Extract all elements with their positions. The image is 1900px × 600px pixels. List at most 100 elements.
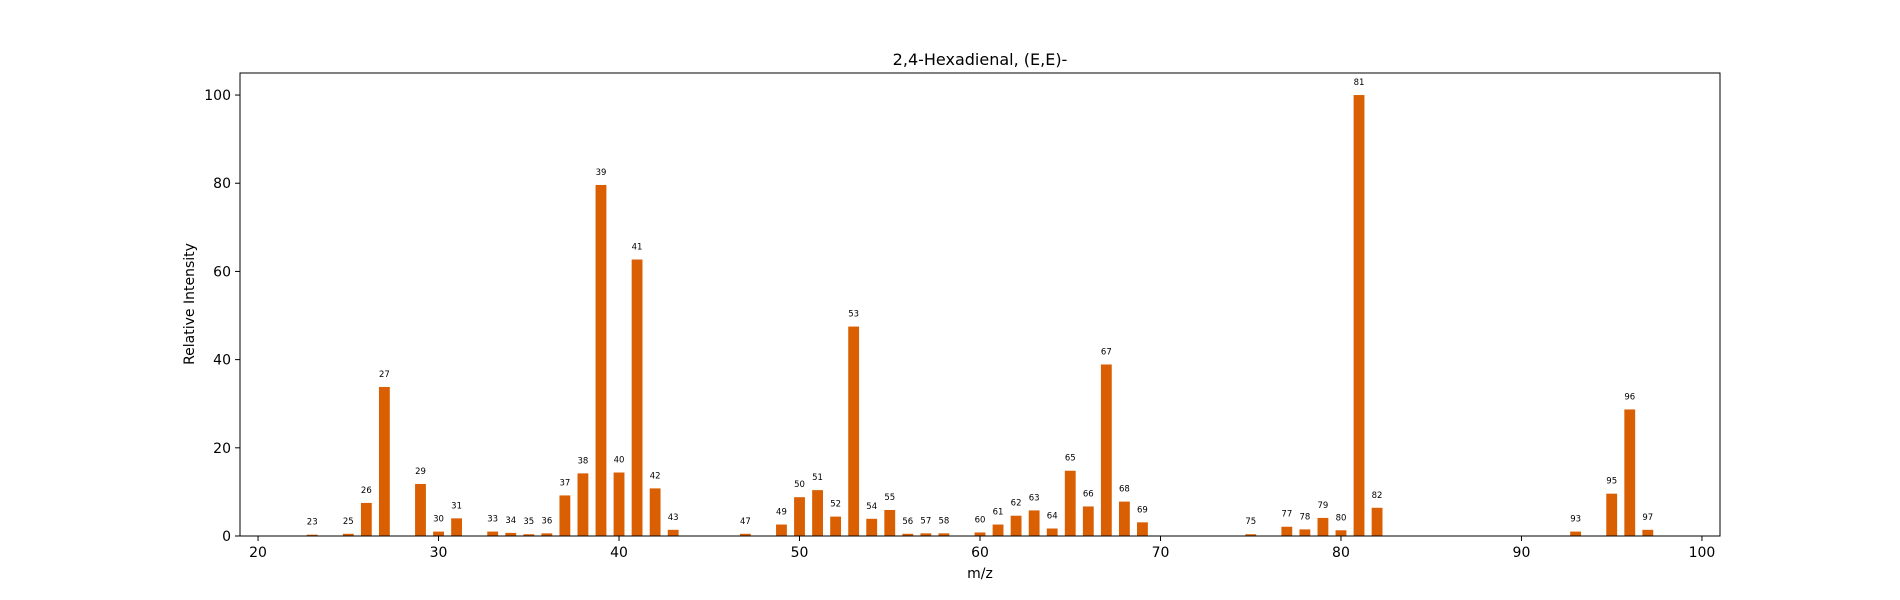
bar-label-mz-75: 75 (1245, 517, 1256, 527)
bar-label-mz-49: 49 (776, 508, 787, 518)
y-axis: 0 20 40 60 80 100 (204, 88, 240, 545)
x-tick-label: 80 (1332, 545, 1350, 561)
bar-labels-group: 23 25 26 27 29 30 31 33 34 35 36 37 38 39 40 41 42 43 47 49… (307, 78, 1653, 528)
bar-mz-64 (1046, 528, 1058, 536)
bar-label-mz-42: 42 (650, 471, 661, 481)
bar-mz-52 (830, 516, 842, 536)
bar-label-mz-35: 35 (523, 517, 534, 527)
bar-mz-34 (505, 532, 517, 536)
bar-label-mz-95: 95 (1606, 477, 1617, 487)
bars-group (306, 95, 1654, 537)
bar-mz-33 (487, 531, 499, 536)
bar-label-mz-61: 61 (993, 508, 1004, 518)
y-tick-label: 40 (213, 353, 231, 369)
bar-label-mz-58: 58 (938, 516, 949, 526)
x-tick-label: 50 (791, 545, 809, 561)
bar-label-mz-62: 62 (1011, 499, 1022, 509)
bar-mz-62 (1010, 515, 1022, 536)
bar-label-mz-67: 67 (1101, 347, 1112, 357)
bar-mz-95 (1606, 493, 1618, 536)
bar-label-mz-66: 66 (1083, 489, 1094, 499)
bar-mz-78 (1299, 529, 1311, 536)
bar-mz-35 (523, 534, 535, 536)
bar-label-mz-26: 26 (361, 486, 372, 496)
bar-mz-51 (812, 490, 823, 536)
bar-label-mz-78: 78 (1299, 512, 1310, 522)
bar-label-mz-23: 23 (307, 518, 318, 528)
bar-mz-93 (1570, 531, 1582, 536)
x-tick-label: 100 (1689, 545, 1716, 561)
y-tick-label: 60 (213, 264, 231, 280)
bar-label-mz-37: 37 (559, 478, 570, 488)
bar-mz-23 (306, 534, 318, 536)
bar-mz-79 (1317, 517, 1329, 536)
bar-label-mz-55: 55 (884, 493, 895, 503)
bar-label-mz-34: 34 (505, 516, 516, 526)
bar-label-mz-27: 27 (379, 370, 390, 380)
bar-mz-63 (1028, 510, 1040, 536)
bar-mz-69 (1137, 522, 1148, 536)
bar-mz-53 (848, 326, 860, 536)
y-tick-label: 80 (213, 176, 231, 192)
bar-mz-47 (739, 533, 751, 536)
bar-label-mz-56: 56 (902, 517, 913, 527)
bar-label-mz-41: 41 (632, 243, 643, 253)
bar-label-mz-97: 97 (1642, 513, 1653, 523)
bar-mz-68 (1118, 501, 1130, 536)
y-axis-label: Relative Intensity (182, 243, 198, 365)
x-tick-label: 30 (430, 545, 448, 561)
bar-label-mz-63: 63 (1029, 493, 1040, 503)
bar-mz-75 (1245, 534, 1257, 536)
bar-label-mz-77: 77 (1281, 510, 1292, 520)
bar-label-mz-60: 60 (975, 515, 986, 525)
bar-mz-56 (902, 533, 914, 536)
x-axis-label: m/z (967, 566, 993, 582)
x-tick-label: 40 (610, 545, 628, 561)
bar-mz-80 (1335, 530, 1347, 536)
plot-area-frame (239, 72, 1721, 537)
bar-label-mz-64: 64 (1047, 512, 1058, 522)
bar-label-mz-47: 47 (740, 517, 751, 527)
bar-label-mz-39: 39 (596, 168, 607, 178)
bar-mz-31 (451, 518, 462, 536)
bar-mz-42 (649, 488, 661, 536)
bar-mz-27 (378, 386, 390, 536)
bar-mz-30 (433, 531, 444, 536)
bar-label-mz-52: 52 (830, 500, 841, 510)
bar-label-mz-53: 53 (848, 310, 859, 320)
bar-mz-37 (559, 495, 571, 536)
bar-mz-67 (1100, 364, 1112, 536)
bar-mz-29 (415, 483, 426, 536)
bar-mz-41 (631, 259, 643, 536)
bar-label-mz-79: 79 (1318, 501, 1329, 511)
bar-label-mz-81: 81 (1354, 78, 1365, 88)
bar-label-mz-33: 33 (487, 515, 498, 525)
bar-mz-82 (1371, 507, 1383, 536)
x-axis: 20 30 40 50 60 70 80 90 100 (249, 536, 1715, 561)
bar-mz-60 (974, 532, 986, 536)
bar-mz-58 (938, 533, 950, 536)
bar-mz-81 (1353, 95, 1365, 537)
bar-label-mz-57: 57 (920, 516, 931, 526)
bar-mz-38 (577, 473, 589, 536)
bar-mz-66 (1082, 506, 1094, 536)
bar-mz-61 (992, 524, 1004, 536)
bar-label-mz-43: 43 (668, 513, 679, 523)
x-tick-label: 20 (249, 545, 267, 561)
bar-mz-57 (920, 533, 932, 536)
y-tick-label: 100 (204, 88, 231, 104)
x-tick-label: 70 (1152, 545, 1170, 561)
x-tick-label: 90 (1513, 545, 1531, 561)
bar-label-mz-38: 38 (578, 456, 589, 466)
bar-mz-49 (776, 524, 787, 536)
bar-mz-97 (1642, 529, 1654, 536)
bar-label-mz-51: 51 (812, 473, 823, 483)
bar-mz-77 (1281, 526, 1293, 536)
bar-mz-96 (1624, 409, 1636, 536)
bar-label-mz-69: 69 (1137, 505, 1148, 515)
bar-mz-55 (884, 509, 896, 536)
bar-label-mz-96: 96 (1624, 392, 1635, 402)
bar-mz-25 (342, 533, 354, 536)
bar-label-mz-30: 30 (433, 515, 444, 525)
